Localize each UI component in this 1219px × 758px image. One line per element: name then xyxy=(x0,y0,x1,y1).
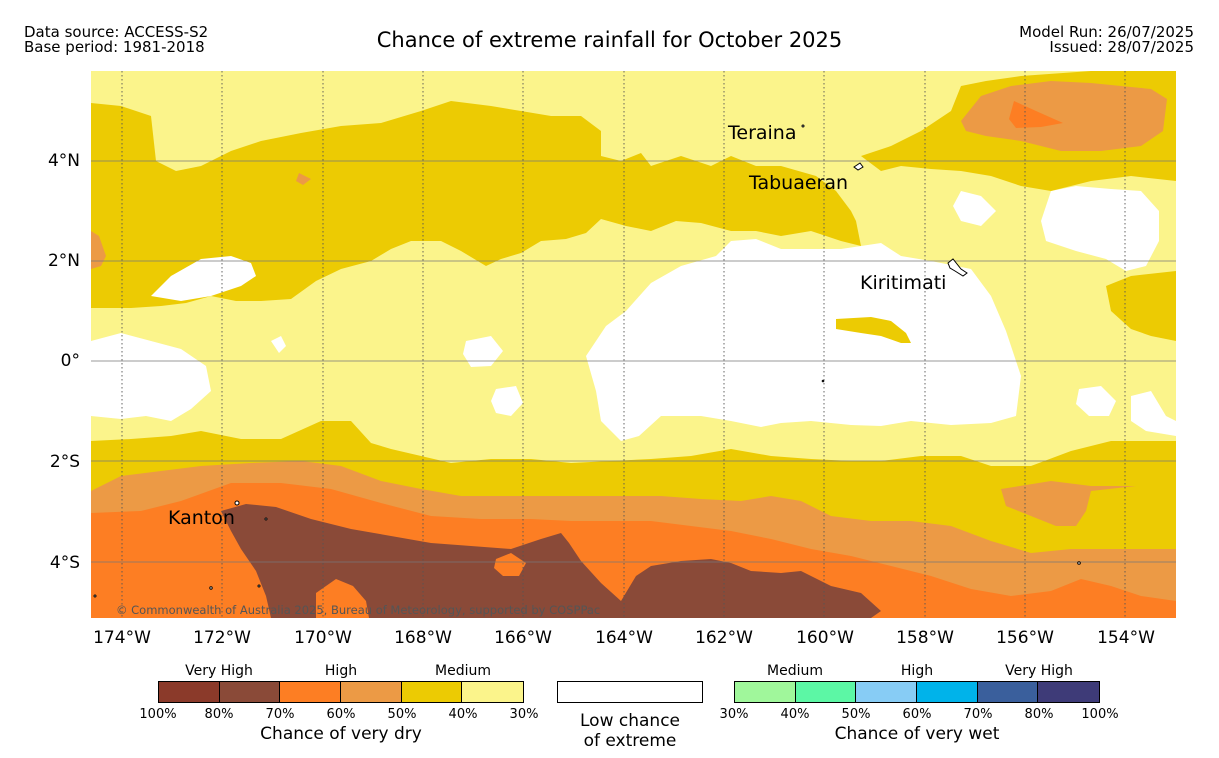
region-dry-50-40-north xyxy=(91,101,861,308)
map-title: Chance of extreme rainfall for October 2… xyxy=(376,28,843,52)
graticule xyxy=(121,71,1126,618)
legend-dry-very-high: Very High xyxy=(185,663,253,679)
legend-wet-pct: 70% xyxy=(963,707,993,722)
legend-dry-colorbar xyxy=(158,681,524,703)
swatch-dry-50-40 xyxy=(401,682,463,702)
tabuaeran-island xyxy=(853,162,864,171)
x-tick-label: 166°W xyxy=(494,628,552,648)
kanton-island xyxy=(234,500,240,506)
teraina-island xyxy=(801,124,805,128)
legend-wet-pct: 30% xyxy=(719,707,749,722)
place-tabuaeran: Tabuaeran xyxy=(749,172,849,194)
x-tick-label: 172°W xyxy=(193,628,251,648)
swatch-wet-80-100 xyxy=(1038,682,1100,702)
y-tick-label: 4°S xyxy=(49,553,80,573)
legend-wet-pct: 80% xyxy=(1024,707,1054,722)
x-tick-label: 168°W xyxy=(394,628,452,648)
x-tick-label: 154°W xyxy=(1097,628,1155,648)
swatch-dry-100-80 xyxy=(159,682,220,702)
legend-wet-medium: Medium xyxy=(767,663,823,679)
x-tick-label: 162°W xyxy=(695,628,753,648)
legend-dry-pct: 50% xyxy=(387,707,417,722)
rainfall-map xyxy=(91,71,1176,618)
legend-dry-pct: 40% xyxy=(448,707,478,722)
legend-wet-pct: 40% xyxy=(780,707,810,722)
place-kiritimati: Kiritimati xyxy=(860,272,947,294)
x-tick-label: 158°W xyxy=(896,628,954,648)
swatch-wet-40-50 xyxy=(795,682,857,702)
legend-dry-pct: 30% xyxy=(509,707,539,722)
region-dry-50-40-east xyxy=(1106,271,1176,341)
y-tick-label: 2°N xyxy=(47,251,80,271)
issued-label: Issued: 28/07/2025 xyxy=(1049,38,1194,56)
swatch-wet-30-40 xyxy=(735,682,796,702)
swatch-dry-40-30 xyxy=(462,682,524,702)
y-tick-label: 2°S xyxy=(49,452,80,472)
legend-low-line1: Low chance xyxy=(580,711,680,731)
legend-dry-pct: 70% xyxy=(265,707,295,722)
legend-low-line2: of extreme xyxy=(583,731,677,751)
region-dry-70-60-pocket-a xyxy=(494,553,526,576)
region-dry-60-50-west xyxy=(91,231,106,269)
region-low-chance xyxy=(91,186,1176,441)
y-tick-label: 0° xyxy=(60,351,80,371)
legend-wet-colorbar xyxy=(734,681,1100,703)
island-outlines xyxy=(93,124,1081,598)
x-tick-label: 156°W xyxy=(996,628,1054,648)
legend-dry-pct: 100% xyxy=(139,707,177,722)
legend-wet-caption: Chance of very wet xyxy=(834,724,1000,744)
region-dry-50-40-mid xyxy=(836,317,911,343)
legend-dry-pct: 60% xyxy=(326,707,356,722)
region-dry-60-50-ne xyxy=(961,81,1167,151)
region-low-chance-north xyxy=(151,256,256,301)
place-kanton: Kanton xyxy=(168,507,235,529)
legend-wet-pct: 60% xyxy=(902,707,932,722)
legend-wet-pct: 50% xyxy=(841,707,871,722)
x-tick-label: 164°W xyxy=(595,628,653,648)
copyright-notice: © Commonwealth of Australia 2025, Bureau… xyxy=(116,603,601,617)
swatch-wet-50-60 xyxy=(856,682,918,702)
place-teraina: Teraina xyxy=(728,122,797,144)
region-dry-70-60-pocket-b xyxy=(316,579,369,618)
legend-dry-medium: Medium xyxy=(435,663,491,679)
x-tick-label: 160°W xyxy=(796,628,854,648)
legend-dry-high: High xyxy=(324,663,358,679)
legend-wet-pct: 100% xyxy=(1081,707,1119,722)
base-period-label: Base period: 1981-2018 xyxy=(24,38,205,56)
region-dry-60-50-east xyxy=(1001,481,1136,526)
legend-low-swatch xyxy=(557,681,703,703)
data-source-label: Data source: ACCESS-S2 xyxy=(24,23,209,41)
x-tick-label: 174°W xyxy=(93,628,151,648)
legend-dry-caption: Chance of very dry xyxy=(260,724,422,744)
swatch-dry-80-70 xyxy=(219,682,281,702)
legend-low-caption: Low chance of extreme xyxy=(580,711,680,751)
latitude-lines xyxy=(91,160,1176,563)
region-dry-70-60-ne xyxy=(1009,101,1063,128)
swatch-dry-70-60 xyxy=(280,682,342,702)
kiritimati-island xyxy=(947,258,968,277)
region-dry-60-50-speck xyxy=(296,173,311,185)
x-tick-label: 170°W xyxy=(294,628,352,648)
swatch-dry-60-50 xyxy=(341,682,402,702)
model-run-label: Model Run: 26/07/2025 xyxy=(1019,23,1194,41)
swatch-wet-70-80 xyxy=(977,682,1039,702)
legend-dry-pct: 80% xyxy=(204,707,234,722)
legend-wet-high: High xyxy=(900,663,934,679)
legend-wet-very-high: Very High xyxy=(1005,663,1073,679)
swatch-wet-60-70 xyxy=(917,682,978,702)
y-tick-label: 4°N xyxy=(47,151,80,171)
region-dry-80-70 xyxy=(221,504,881,618)
